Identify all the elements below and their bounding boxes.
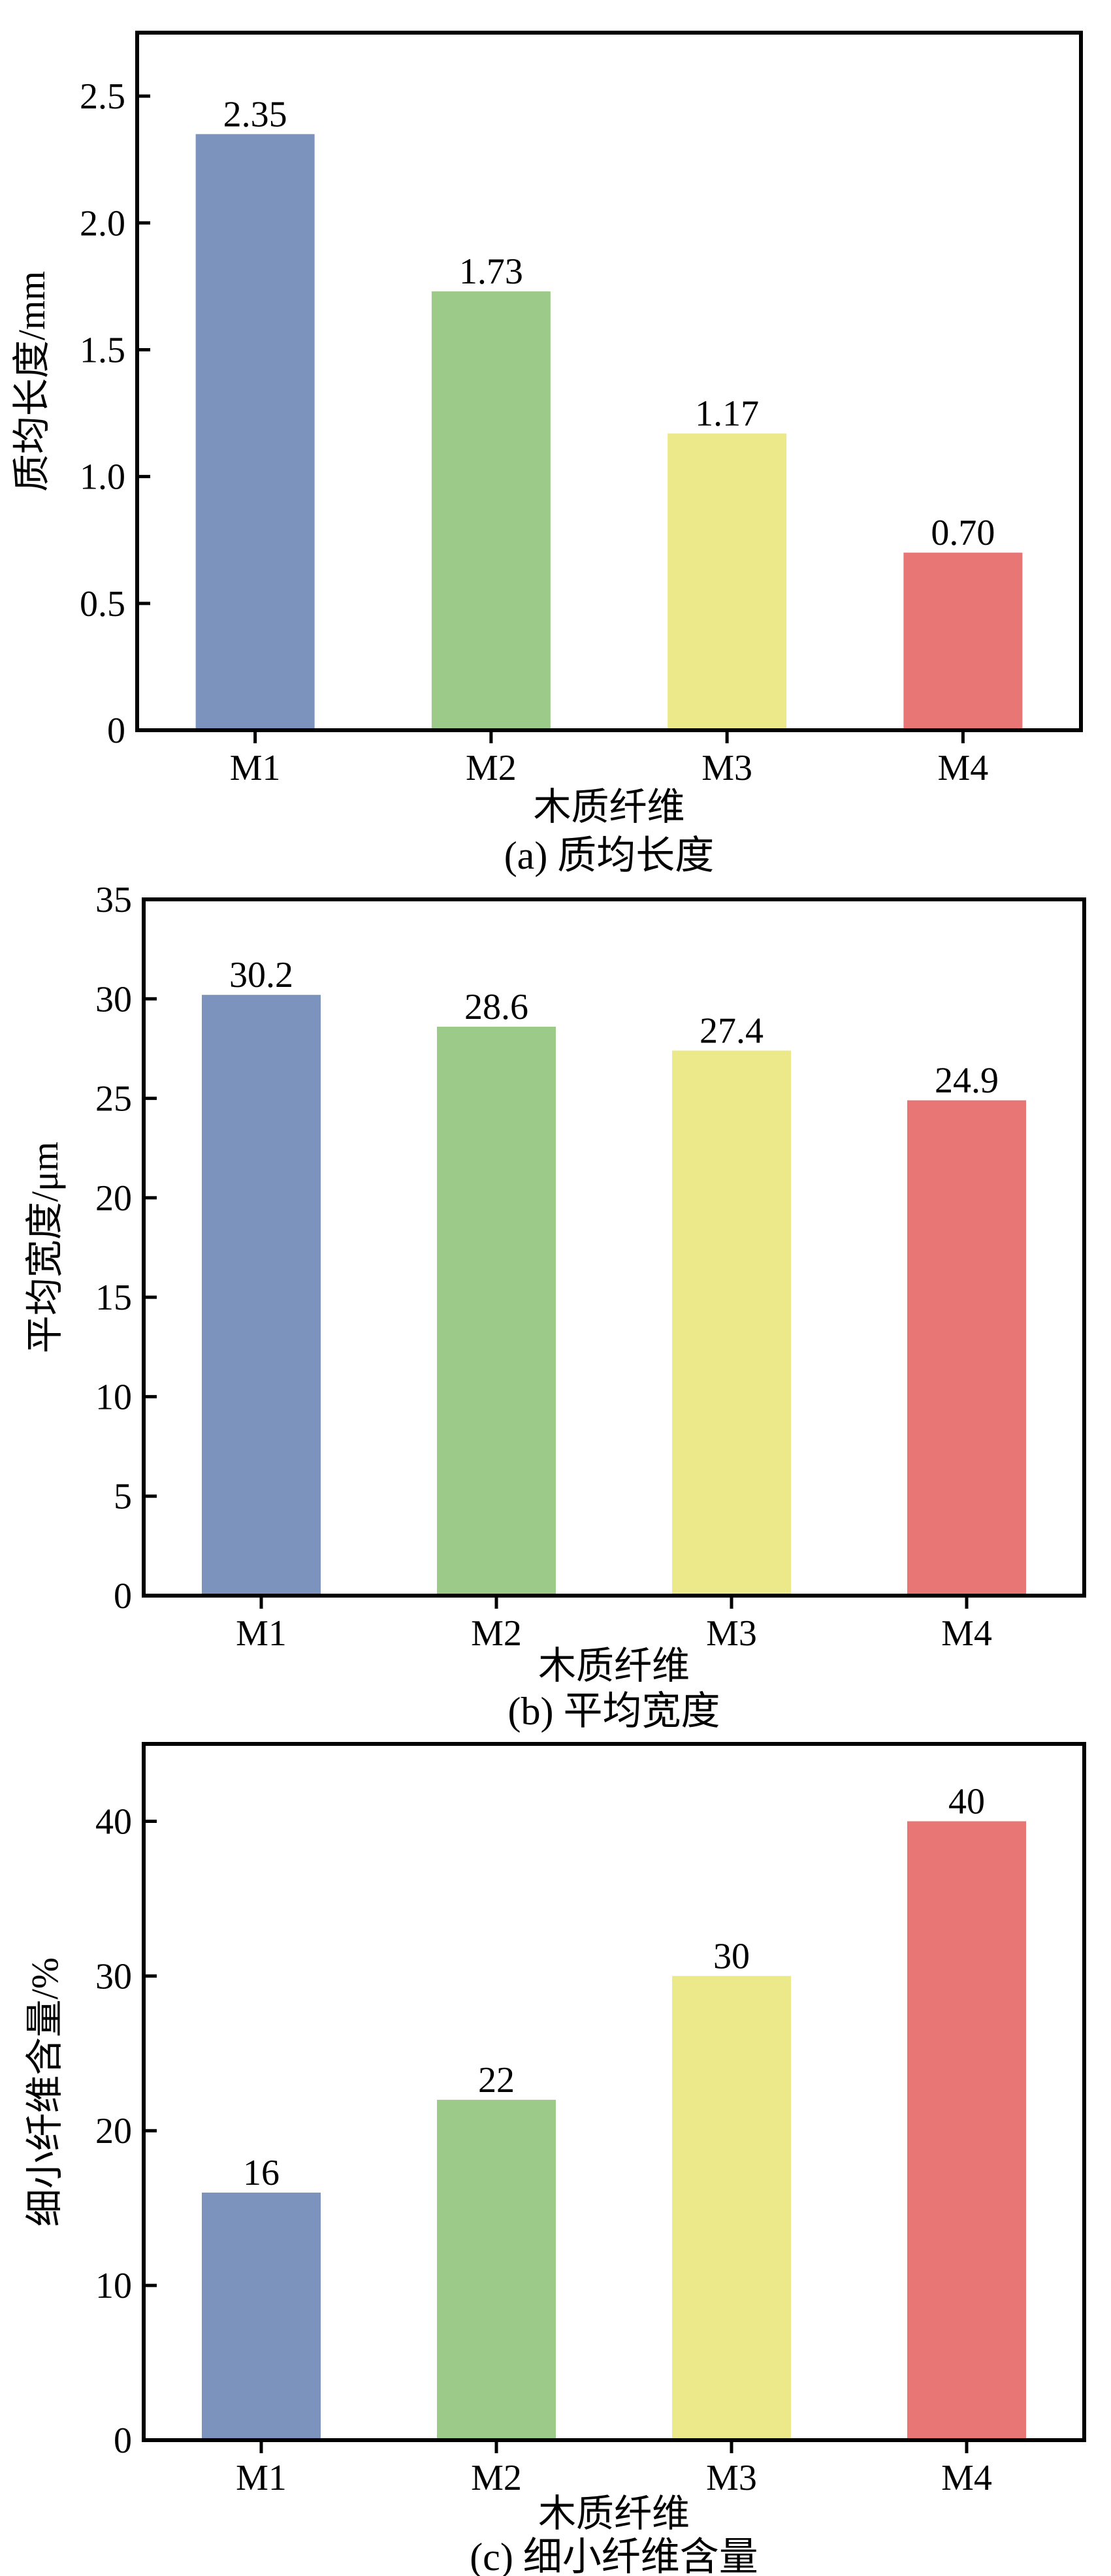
- panel-c-value-label-m4: 40: [948, 1781, 985, 1822]
- panel-b-y-tick-label: 10: [95, 1377, 132, 1417]
- panel-a-value-label-m1: 2.35: [223, 94, 287, 135]
- panel-b-x-tick-label-m1: M1: [236, 1613, 287, 1654]
- panel-a-value-labels: 2.35 1.73 1.17 0.70: [223, 94, 995, 553]
- panel-a-value-label-m2: 1.73: [459, 251, 523, 292]
- panel-b-y-tick-label: 35: [95, 880, 132, 920]
- panel-a-plot-frame: [135, 31, 1083, 732]
- panel-c-x-axis-title: 木质纤维: [538, 2492, 690, 2535]
- panel-c: 16 22 30 40 0 10 20 30 40 M1 M2 M3 M4 细小纤维含量/% 木质纤…: [24, 1742, 1086, 2576]
- panel-c-y-tick-label: 30: [95, 1956, 132, 1997]
- panel-b-plot-frame: [142, 897, 1086, 1598]
- panel-c-bar-m1: [202, 2192, 321, 2440]
- panel-a-x-tick-label-m2: M2: [466, 748, 517, 788]
- panel-b-y-tick-label: 20: [95, 1178, 132, 1219]
- panel-b-y-axis-title: 平均宽度/μm: [24, 1142, 66, 1353]
- panel-b-bar-m2: [437, 1026, 556, 1596]
- panel-b-value-label-m3: 27.4: [700, 1010, 764, 1051]
- panel-a-bar-m3: [668, 433, 787, 730]
- panel-c-bars: [202, 1821, 1026, 2440]
- panel-a-y-axis-title: 质均长度/mm: [10, 271, 53, 492]
- panel-c-x-tick-label-m4: M4: [941, 2458, 992, 2498]
- panel-c-value-labels: 16 22 30 40: [243, 1781, 985, 2193]
- panel-b-y-tick-label: 25: [95, 1079, 132, 1119]
- panel-a-x-axis-title: 木质纤维: [533, 786, 684, 828]
- panel-b-x-axis-title: 木质纤维: [538, 1645, 690, 1687]
- panel-a-y-tick-label: 2.0: [80, 203, 125, 244]
- panel-b-bar-m3: [672, 1050, 791, 1596]
- panel-a-value-label-m4: 0.70: [931, 513, 995, 553]
- panel-b-x-ticks: M1 M2 M3 M4: [236, 1596, 992, 1654]
- panel-c-x-ticks: M1 M2 M3 M4: [236, 2440, 992, 2498]
- panel-a: 2.35 1.73 1.17 0.70 0 0.5 1.0 1.5 2.0 2.5 M1 M2 M3…: [10, 31, 1083, 877]
- panel-b-bar-m1: [202, 995, 321, 1596]
- panel-c-x-tick-label-m1: M1: [236, 2458, 287, 2498]
- panel-b-y-ticks: 0 5 10 15 20 25 30 35: [95, 880, 157, 1617]
- panel-a-bar-m1: [195, 134, 315, 730]
- panel-c-y-tick-label: 0: [114, 2421, 132, 2461]
- panel-a-y-tick-label: 2.5: [80, 76, 125, 117]
- panel-b-value-label-m2: 28.6: [464, 987, 528, 1027]
- panel-b-y-tick-label: 15: [95, 1278, 132, 1318]
- panel-a-caption: (a) 质均长度: [504, 834, 715, 877]
- panel-b-x-tick-label-m3: M3: [706, 1613, 757, 1654]
- panel-a-x-tick-label-m4: M4: [937, 748, 988, 788]
- panel-a-y-ticks: 0 0.5 1.0 1.5 2.0 2.5: [80, 76, 150, 751]
- panel-b-value-label-m4: 24.9: [935, 1061, 999, 1101]
- panel-b: 30.2 28.6 27.4 24.9 0 5 10 15 20 25 30 35 M1 M2 M3 M4…: [24, 880, 1086, 1733]
- panel-a-bar-m4: [903, 553, 1023, 730]
- panel-a-x-tick-label-m3: M3: [701, 748, 752, 788]
- panel-c-y-tick-label: 40: [95, 1801, 132, 1842]
- panel-a-y-tick-label: 1.5: [80, 330, 125, 370]
- panel-c-y-tick-label: 20: [95, 2111, 132, 2151]
- panel-c-bar-m2: [437, 2099, 556, 2440]
- panel-c-bar-m3: [672, 1976, 791, 2440]
- panel-a-x-tick-label-m1: M1: [230, 748, 281, 788]
- panel-a-bars: [195, 134, 1023, 730]
- panel-b-caption: (b) 平均宽度: [508, 1690, 720, 1733]
- panel-b-y-tick-label: 30: [95, 979, 132, 1020]
- panel-b-bar-m4: [907, 1100, 1026, 1596]
- panel-b-value-labels: 30.2 28.6 27.4 24.9: [229, 955, 999, 1101]
- panel-b-value-label-m1: 30.2: [229, 955, 293, 995]
- panel-c-caption: (c) 细小纤维含量: [470, 2536, 758, 2576]
- panel-c-value-label-m1: 16: [243, 2153, 280, 2193]
- panel-c-value-label-m2: 22: [478, 2060, 515, 2101]
- panel-c-x-tick-label-m3: M3: [706, 2458, 757, 2498]
- panel-a-y-tick-label: 1.0: [80, 457, 125, 498]
- panel-c-bar-m4: [907, 1821, 1026, 2440]
- panel-b-x-tick-label-m2: M2: [471, 1613, 522, 1654]
- panel-b-x-tick-label-m4: M4: [941, 1613, 992, 1654]
- panel-c-y-ticks: 0 10 20 30 40: [95, 1801, 157, 2461]
- panel-c-y-axis-title: 细小纤维含量/%: [24, 1957, 66, 2227]
- panel-c-y-tick-label: 10: [95, 2266, 132, 2306]
- panel-a-value-label-m3: 1.17: [695, 394, 759, 434]
- panel-a-bar-m2: [431, 291, 551, 730]
- panel-b-bars: [202, 995, 1026, 1596]
- panel-b-y-tick-label: 5: [114, 1477, 132, 1517]
- panel-c-plot-frame: [142, 1742, 1086, 2442]
- panel-b-y-tick-label: 0: [114, 1576, 132, 1617]
- panel-a-y-tick-label: 0: [107, 711, 125, 751]
- panel-a-y-tick-label: 0.5: [80, 584, 125, 624]
- panel-c-x-tick-label-m2: M2: [471, 2458, 522, 2498]
- panel-a-x-ticks: M1 M2 M3 M4: [230, 730, 988, 788]
- panel-c-value-label-m3: 30: [713, 1936, 750, 1976]
